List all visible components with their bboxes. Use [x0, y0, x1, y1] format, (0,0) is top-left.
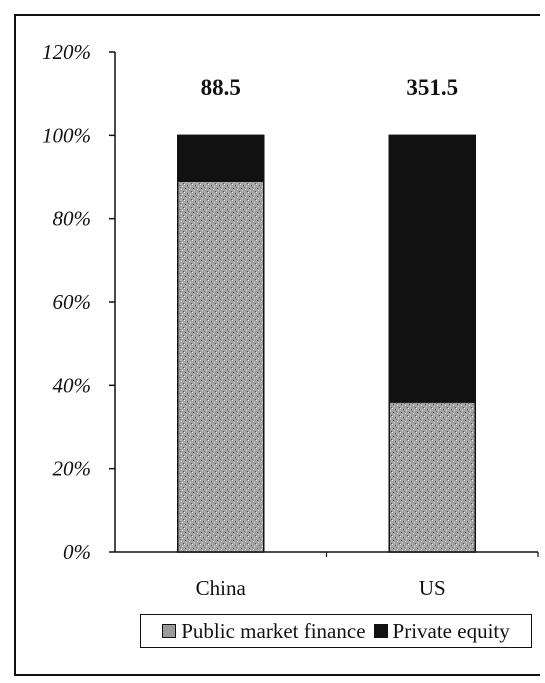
legend-label-public-market-finance: Public market finance — [181, 618, 366, 643]
total-value-label: 88.5 — [201, 75, 241, 100]
x-category-label: China — [196, 576, 247, 600]
y-tick-label: 100% — [42, 123, 91, 147]
legend-label-private-equity: Private equity — [392, 618, 510, 643]
y-tick-label: 20% — [53, 457, 92, 481]
y-tick-label: 120% — [42, 40, 91, 64]
y-tick-label: 60% — [53, 290, 92, 314]
legend-swatch-private-equity — [373, 624, 388, 638]
legend-item-private-equity: Private equity — [373, 618, 510, 644]
y-tick-label: 80% — [53, 207, 92, 231]
legend-swatch-public-market-finance — [162, 624, 177, 638]
bars — [177, 134, 476, 553]
labels: 88.5 China 351.5 US — [196, 75, 458, 600]
legend: Public market finance Private equity — [140, 614, 532, 648]
total-value-label: 351.5 — [406, 75, 458, 100]
bar-us-private-equity — [388, 134, 476, 403]
y-tick-label: 0% — [63, 540, 91, 564]
bar-china-private-equity — [177, 134, 265, 182]
x-category-label: US — [419, 576, 446, 600]
legend-item-public-market-finance: Public market finance — [162, 618, 366, 644]
bar-china-public-market-finance — [177, 180, 265, 553]
bar-us-public-market-finance — [388, 401, 476, 553]
y-tick-label: 40% — [53, 373, 92, 397]
